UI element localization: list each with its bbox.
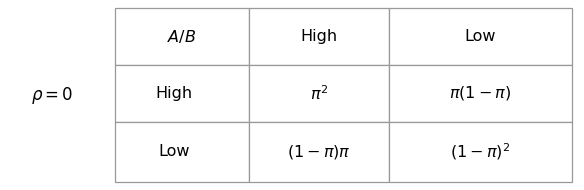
Text: Low: Low (158, 145, 190, 159)
Bar (249, 65, 389, 122)
Text: Low: Low (465, 29, 496, 44)
Bar (115, 65, 249, 122)
Text: $(1-\pi)^{2}$: $(1-\pi)^{2}$ (450, 142, 510, 162)
Bar (389, 8, 572, 65)
Bar (389, 122, 572, 182)
Text: $\pi^{2}$: $\pi^{2}$ (310, 84, 328, 103)
Bar (249, 8, 389, 65)
Bar (249, 122, 389, 182)
Bar (115, 122, 249, 182)
Text: High: High (155, 86, 193, 101)
Text: $\rho=0$: $\rho=0$ (31, 85, 73, 105)
Text: $A/B$: $A/B$ (168, 28, 197, 45)
Text: High: High (300, 29, 338, 44)
Bar (389, 65, 572, 122)
Text: $\pi(1-\pi)$: $\pi(1-\pi)$ (450, 85, 512, 102)
Text: $(1-\pi)\pi$: $(1-\pi)\pi$ (287, 143, 351, 161)
Bar (115, 8, 249, 65)
